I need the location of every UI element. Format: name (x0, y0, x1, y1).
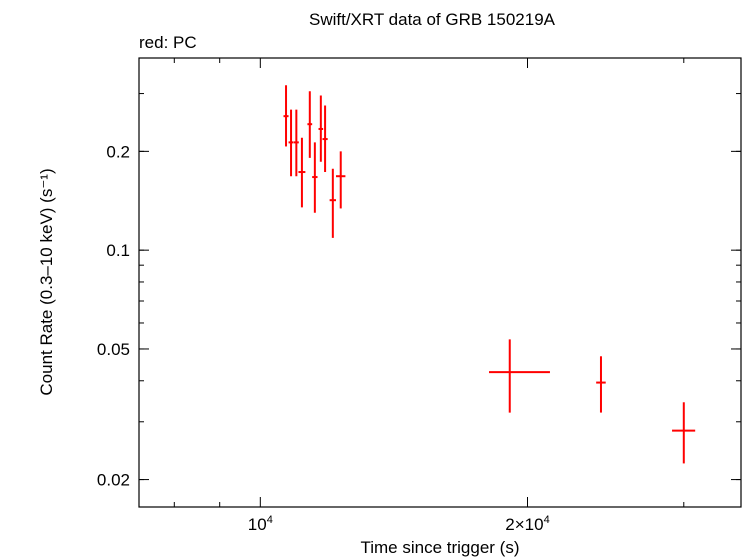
data-point (293, 109, 299, 177)
x-axis-ticks: 104 2×104 (248, 58, 550, 534)
y-tick-label: 0.02 (97, 471, 130, 490)
chart-title: Swift/XRT data of GRB 150219A (309, 10, 556, 29)
data-point (283, 85, 289, 147)
data-point (489, 339, 550, 413)
x-axis-label: Time since trigger (s) (360, 538, 519, 557)
data-point (312, 142, 318, 213)
x-tick-label: 104 (248, 514, 273, 534)
data-point (318, 95, 324, 162)
data-point (307, 91, 313, 158)
data-point (298, 137, 306, 208)
series-annotation: red: PC (139, 33, 197, 52)
y-axis-label: Count Rate (0.3–10 keV) (s⁻¹) (37, 168, 56, 395)
data-point (322, 105, 328, 173)
plot-frame (138, 57, 742, 508)
data-point (336, 151, 346, 209)
data-point (596, 356, 606, 413)
x-minor-ticks (173, 58, 685, 507)
y-tick-label: 0.2 (106, 142, 130, 161)
x-tick-label: 2×104 (505, 514, 549, 534)
data-point (672, 402, 696, 464)
y-tick-label: 0.1 (106, 241, 130, 260)
y-tick-label: 0.05 (97, 340, 130, 359)
y-axis-ticks: 0.02 0.05 0.1 0.2 (97, 142, 741, 490)
data-points (283, 85, 696, 464)
y-minor-ticks (139, 93, 741, 481)
data-point (329, 168, 337, 238)
data-point (288, 109, 294, 177)
